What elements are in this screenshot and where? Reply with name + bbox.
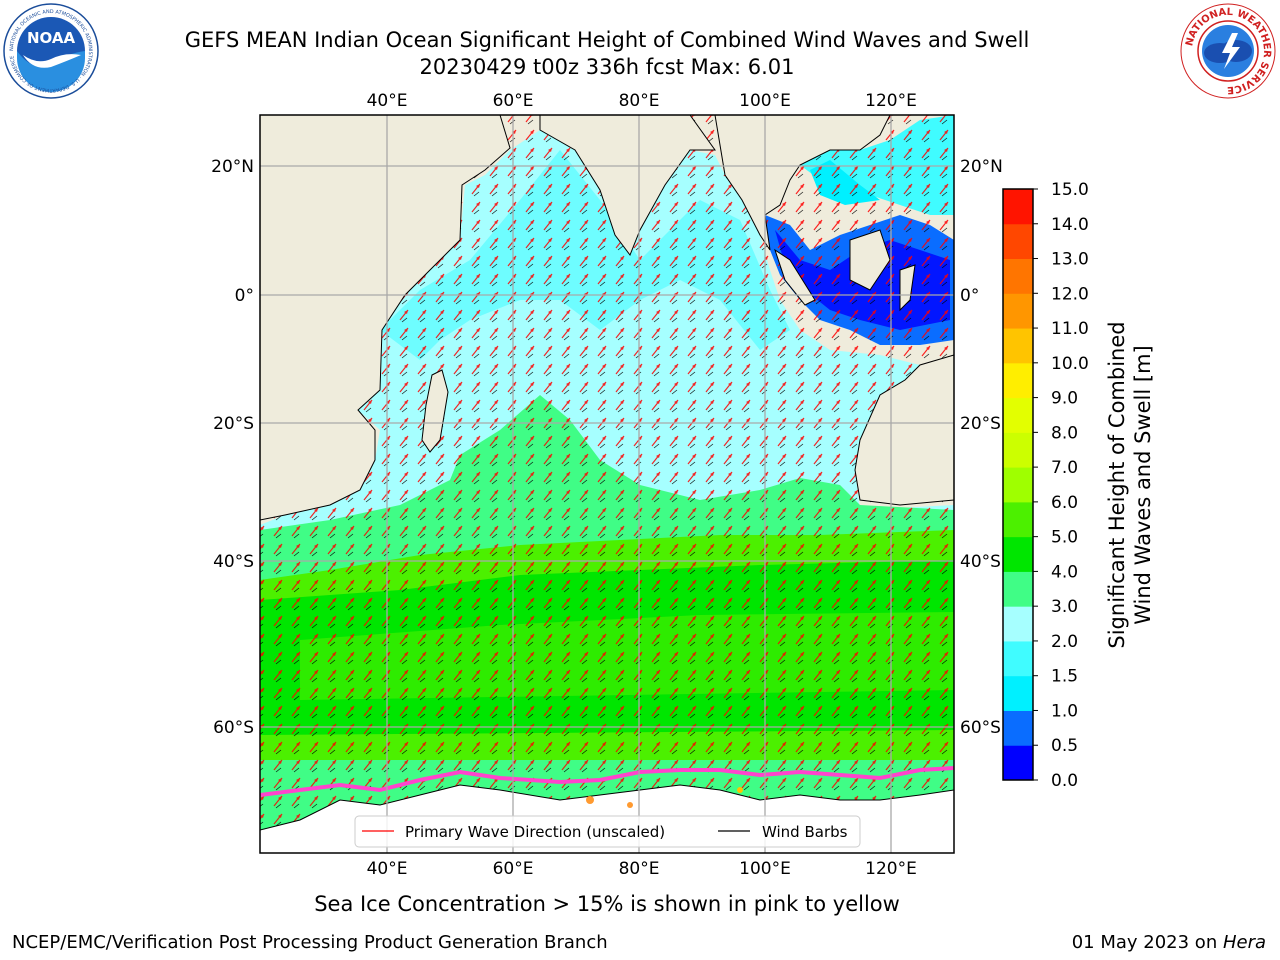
land-borneo	[849, 229, 891, 291]
lat-tick-right: 20°S	[960, 414, 1001, 434]
legend-wind-barbs: Wind Barbs	[762, 823, 848, 841]
lat-tick-right: 60°S	[960, 718, 1001, 738]
colorbar-swatch	[1003, 432, 1033, 468]
gridlines	[260, 115, 954, 853]
colorbar: 0.0 0.5 1.0 1.5 2.0 3.0 4.0 5.0 6.0 7.0 8.0 9.0 10.0…	[1002, 180, 1089, 791]
lat-tick-right: 40°S	[960, 552, 1001, 572]
map-legend: Primary Wave Direction (unscaled) Wind B…	[354, 815, 861, 848]
lon-tick-bottom: 40°E	[367, 859, 408, 879]
colorbar-tick-label: 12.0	[1051, 284, 1089, 304]
colorbar-swatch	[1003, 362, 1033, 399]
lon-tick-bottom: 60°E	[493, 859, 534, 879]
nws-logo: NATIONAL WEATHER SERVICE	[1180, 3, 1276, 99]
colorbar-swatch	[1003, 293, 1033, 329]
lon-tick-top: 120°E	[865, 91, 917, 111]
colorbar-swatch	[1003, 745, 1033, 781]
colorbar-tick-label: 2.0	[1051, 632, 1078, 652]
colorbar-swatch	[1003, 606, 1033, 642]
footer-machine: Hera	[1222, 932, 1266, 953]
land-sulawesi	[899, 264, 916, 312]
colorbar-swatch	[1003, 571, 1033, 607]
colorbar-swatch	[1003, 640, 1033, 677]
map-frame	[259, 114, 955, 854]
lat-tick-left: 60°S	[213, 718, 254, 738]
colorbar-tick-label: 14.0	[1051, 215, 1089, 235]
land-sumatra	[774, 248, 816, 306]
colorbar-tick-label: 11.0	[1051, 319, 1089, 339]
footer-date-text: 01 May 2023 on	[1071, 932, 1223, 953]
colorbar-tick-label: 7.0	[1051, 458, 1078, 478]
land-madagascar	[421, 369, 449, 453]
colorbar-swatch	[1003, 397, 1033, 433]
colorbar-tick-label: 3.0	[1051, 597, 1078, 617]
land-southeast-asia	[714, 115, 891, 251]
map-area	[260, 115, 954, 853]
colorbar-swatch	[1003, 710, 1033, 746]
colorbar-title-line1: Significant Height of Combined	[1105, 321, 1129, 649]
lat-ticks-left: 20°N 0° 20°S 40°S 60°S	[211, 157, 254, 738]
sea-ice-edge	[260, 766, 954, 797]
lon-ticks-bottom: 40°E 60°E 80°E 100°E 120°E	[367, 859, 917, 879]
colorbar-swatch	[1003, 258, 1033, 294]
lon-tick-top: 80°E	[619, 91, 660, 111]
colorbar-swatch	[1003, 223, 1033, 260]
noaa-logo-text: NOAA	[27, 29, 76, 47]
legend-wave-direction: Primary Wave Direction (unscaled)	[405, 823, 665, 841]
chart-title: GEFS MEAN Indian Ocean Significant Heigh…	[184, 28, 1030, 52]
lon-ticks-top: 40°E 60°E 80°E 100°E 120°E	[367, 91, 917, 111]
colorbar-tick-label: 8.0	[1051, 423, 1078, 443]
colorbar-title-line2: Wind Waves and Swell [m]	[1131, 345, 1155, 625]
colorbar-swatch	[1003, 675, 1033, 711]
lon-tick-top: 40°E	[367, 91, 408, 111]
lat-tick-right: 20°N	[960, 157, 1003, 177]
colorbar-tick-label: 10.0	[1051, 354, 1089, 374]
colorbar-swatch	[1003, 328, 1033, 364]
colorbar-tick-label: 13.0	[1051, 250, 1089, 270]
colorbar-swatch	[1003, 189, 1033, 225]
land-india	[539, 115, 716, 257]
colorbar-tick-label: 6.0	[1051, 493, 1078, 513]
noaa-logo: NOAA NATIONAL OCEANIC AND ATMOSPHERIC AD…	[3, 3, 99, 99]
land-australia	[854, 354, 954, 506]
colorbar-tick-label: 4.0	[1051, 562, 1078, 582]
colorbar-tick-label: 1.0	[1051, 701, 1078, 721]
colorbar-swatch	[1003, 501, 1033, 538]
lon-tick-bottom: 120°E	[865, 859, 917, 879]
lat-tick-left: 40°S	[213, 552, 254, 572]
lat-tick-left: 20°N	[211, 157, 254, 177]
lon-tick-bottom: 100°E	[739, 859, 791, 879]
footer-date: 01 May 2023 on Hera	[1072, 932, 1266, 954]
colorbar-tick-label: 1.5	[1051, 667, 1078, 687]
colorbar-frame	[1002, 188, 1034, 781]
colorbar-tick-label: 15.0	[1051, 180, 1089, 200]
lat-tick-right: 0°	[960, 286, 979, 306]
colorbar-tick-label: 0.0	[1051, 771, 1078, 791]
lon-tick-top: 60°E	[493, 91, 534, 111]
lon-tick-bottom: 80°E	[619, 859, 660, 879]
colorbar-tick-label: 9.0	[1051, 389, 1078, 409]
lat-ticks-right: 20°N 0° 20°S 40°S 60°S	[960, 157, 1003, 738]
lat-tick-left: 0°	[235, 286, 254, 306]
colorbar-tick-label: 0.5	[1051, 736, 1078, 756]
footer-credit: NCEP/EMC/Verification Post Processing Pr…	[12, 932, 608, 953]
chart-subtitle: 20230429 t00z 336h fcst Max: 6.01	[419, 55, 795, 79]
sea-ice-caption: Sea Ice Concentration > 15% is shown in …	[314, 892, 900, 916]
colorbar-tick-label: 5.0	[1051, 528, 1078, 548]
lat-tick-left: 20°S	[213, 414, 254, 434]
colorbar-swatch	[1003, 536, 1033, 572]
colorbar-swatch	[1003, 467, 1033, 503]
lon-tick-top: 100°E	[739, 91, 791, 111]
